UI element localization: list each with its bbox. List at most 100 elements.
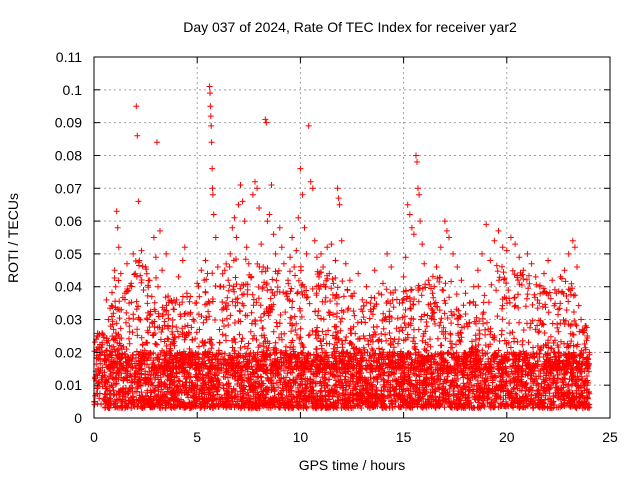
data-point bbox=[475, 373, 481, 379]
data-point bbox=[585, 389, 592, 396]
data-point bbox=[192, 335, 199, 342]
data-point bbox=[487, 370, 494, 377]
data-point bbox=[109, 289, 115, 296]
data-point bbox=[113, 403, 119, 410]
data-point bbox=[268, 286, 275, 293]
data-point bbox=[226, 282, 233, 289]
data-point bbox=[211, 371, 218, 378]
data-point bbox=[289, 304, 295, 311]
data-point bbox=[499, 305, 506, 312]
data-point bbox=[378, 330, 385, 337]
data-point bbox=[226, 352, 233, 359]
data-point bbox=[334, 284, 341, 291]
data-point bbox=[116, 315, 123, 322]
data-point bbox=[219, 299, 226, 305]
data-point bbox=[366, 315, 373, 322]
data-point bbox=[498, 331, 505, 338]
data-point bbox=[224, 294, 231, 301]
data-point bbox=[516, 319, 523, 326]
data-point bbox=[351, 312, 358, 319]
data-point bbox=[453, 291, 460, 298]
data-point bbox=[325, 376, 332, 383]
data-point bbox=[511, 295, 518, 301]
data-point bbox=[151, 299, 158, 306]
data-point bbox=[406, 392, 413, 399]
chart-title: Day 037 of 2024, Rate Of TEC Index for r… bbox=[183, 19, 517, 35]
data-point bbox=[387, 381, 394, 388]
data-point bbox=[367, 300, 374, 307]
data-point bbox=[239, 335, 246, 342]
data-point bbox=[269, 276, 276, 283]
data-point bbox=[496, 277, 502, 284]
data-point bbox=[506, 320, 513, 327]
data-point bbox=[448, 320, 455, 327]
data-point bbox=[348, 330, 355, 337]
data-point bbox=[297, 325, 304, 332]
data-point bbox=[332, 382, 339, 389]
data-point bbox=[306, 300, 313, 307]
data-point bbox=[555, 311, 561, 318]
data-point bbox=[334, 300, 340, 307]
data-point bbox=[376, 345, 382, 352]
data-point bbox=[298, 313, 305, 320]
data-point bbox=[195, 283, 202, 290]
data-point bbox=[368, 294, 375, 301]
data-point bbox=[225, 374, 231, 381]
data-point bbox=[555, 328, 562, 335]
data-point bbox=[276, 320, 283, 327]
data-point bbox=[126, 340, 133, 347]
data-point bbox=[499, 263, 505, 270]
data-point bbox=[446, 294, 453, 301]
data-point bbox=[438, 315, 445, 322]
data-point bbox=[184, 391, 191, 398]
data-point bbox=[237, 344, 244, 351]
data-point bbox=[110, 387, 117, 394]
data-point bbox=[565, 298, 572, 305]
data-point bbox=[288, 328, 295, 335]
data-point bbox=[547, 333, 554, 340]
data-point bbox=[267, 357, 274, 363]
data-point bbox=[242, 256, 249, 263]
data-point bbox=[549, 320, 556, 327]
data-point bbox=[563, 307, 570, 313]
data-point bbox=[281, 367, 287, 374]
data-point bbox=[126, 323, 133, 330]
data-point bbox=[442, 300, 449, 307]
data-point bbox=[524, 291, 531, 298]
data-point bbox=[530, 344, 536, 351]
data-point bbox=[108, 313, 115, 320]
data-point bbox=[136, 316, 143, 323]
data-point bbox=[212, 317, 218, 323]
data-point bbox=[329, 276, 336, 283]
data-point bbox=[181, 390, 188, 396]
data-point bbox=[433, 397, 440, 404]
data-point bbox=[225, 322, 232, 328]
data-point bbox=[123, 402, 130, 409]
data-point bbox=[221, 350, 228, 357]
data-point bbox=[476, 327, 483, 334]
data-point bbox=[274, 323, 281, 330]
data-point bbox=[322, 294, 329, 301]
data-point bbox=[236, 359, 243, 366]
data-point bbox=[113, 391, 120, 398]
data-point bbox=[501, 275, 508, 282]
data-point bbox=[527, 324, 533, 331]
data-point bbox=[126, 397, 133, 404]
data-point bbox=[332, 275, 339, 281]
data-point bbox=[570, 331, 577, 338]
data-point bbox=[524, 295, 530, 302]
data-point bbox=[302, 381, 308, 388]
data-point bbox=[455, 321, 461, 328]
data-point bbox=[524, 403, 531, 410]
data-point bbox=[405, 369, 412, 376]
data-point bbox=[202, 288, 209, 295]
data-point bbox=[164, 335, 171, 342]
data-point bbox=[138, 277, 145, 283]
data-point bbox=[358, 405, 365, 411]
data-point bbox=[438, 342, 445, 349]
data-point bbox=[557, 300, 564, 307]
data-point bbox=[487, 404, 494, 411]
data-point bbox=[576, 391, 582, 398]
data-point bbox=[157, 402, 164, 409]
data-point bbox=[561, 397, 568, 404]
